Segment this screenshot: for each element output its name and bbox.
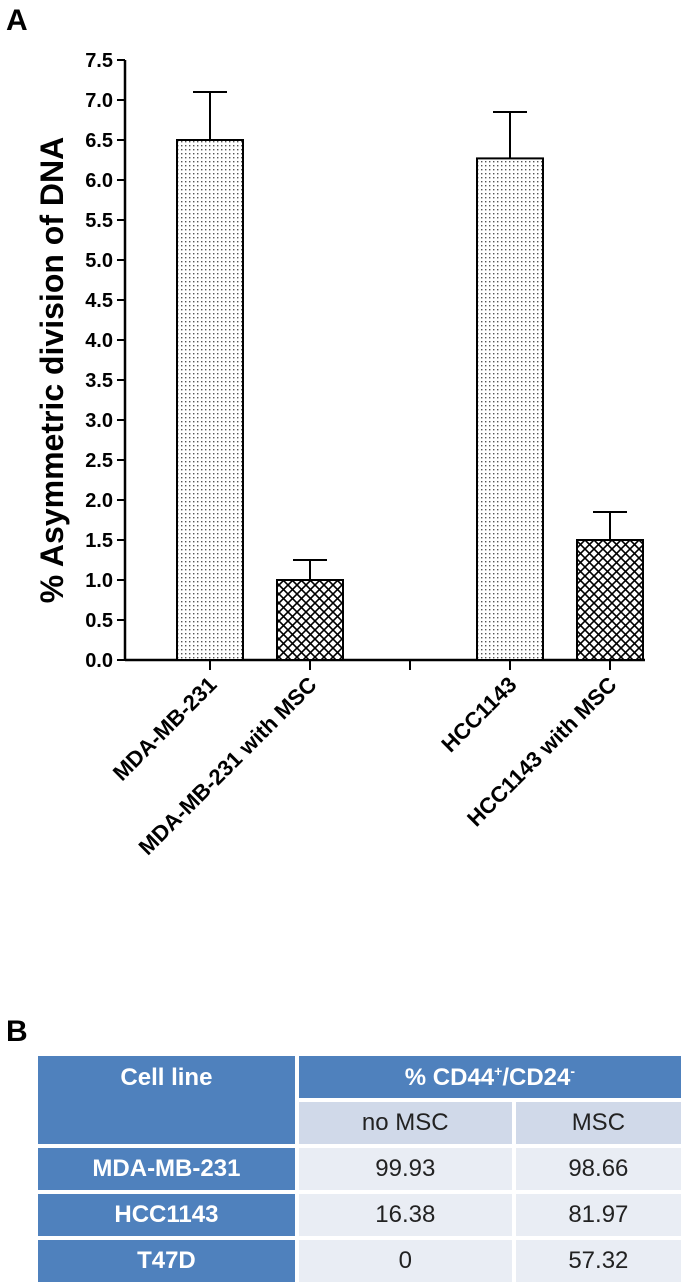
y-axis-label: % Asymmetric division of DNA bbox=[34, 137, 70, 603]
cell-no-msc: 0 bbox=[298, 1240, 512, 1282]
table-header-row: Cell line % CD44+/CD24- bbox=[38, 1056, 681, 1144]
row-name: MDA-MB-231 bbox=[38, 1148, 295, 1190]
x-tick-label: MDA-MB-231 bbox=[108, 672, 222, 786]
subheader-no-msc: no MSC bbox=[298, 1102, 512, 1144]
y-tick-label: 6.5 bbox=[85, 130, 113, 152]
table-row: T47D 0 57.32 bbox=[38, 1240, 681, 1282]
table-row: HCC1143 16.38 81.97 bbox=[38, 1194, 681, 1236]
cell-no-msc: 99.93 bbox=[298, 1148, 512, 1190]
bars bbox=[176, 139, 644, 661]
group-header-cd44: % CD44+/CD24- bbox=[298, 1056, 681, 1098]
panel-b-label: B bbox=[6, 1015, 28, 1048]
y-tick-label: 4.5 bbox=[85, 290, 113, 312]
bar-0 bbox=[176, 139, 244, 661]
y-tick-labels: 0.0 0.5 1.0 1.5 2.0 2.5 3.0 3.5 4.0 4.5 5.0 5.5 6.0 6… bbox=[85, 50, 113, 672]
y-tick-label: 2.0 bbox=[85, 490, 113, 512]
y-tick-label: 4.0 bbox=[85, 330, 113, 352]
x-tick-label: MDA-MB-231 with MSC bbox=[134, 672, 322, 860]
row-name: HCC1143 bbox=[38, 1194, 295, 1236]
y-tick-label: 3.0 bbox=[85, 410, 113, 432]
bar-2 bbox=[476, 157, 544, 661]
cell-msc: 81.97 bbox=[515, 1194, 681, 1236]
y-tick-label: 6.0 bbox=[85, 170, 113, 192]
cell-msc: 57.32 bbox=[515, 1240, 681, 1282]
bar-1 bbox=[276, 579, 344, 661]
table-row: MDA-MB-231 99.93 98.66 bbox=[38, 1148, 681, 1190]
row-name: T47D bbox=[38, 1240, 295, 1282]
y-tick-label: 5.0 bbox=[85, 250, 113, 272]
bar-chart: 0.0 0.5 1.0 1.5 2.0 2.5 3.0 3.5 4.0 4.5 5.0 5.5 6.0 6… bbox=[34, 50, 645, 860]
x-tick-label: HCC1143 bbox=[436, 672, 521, 757]
axes bbox=[117, 59, 645, 670]
col-header-cell-line: Cell line bbox=[38, 1056, 295, 1144]
panel-a-label: A bbox=[6, 4, 28, 37]
table-subheader-row: no MSC MSC bbox=[38, 1102, 681, 1144]
error-bars bbox=[193, 91, 627, 580]
cell-msc: 98.66 bbox=[515, 1148, 681, 1190]
bar-3 bbox=[576, 539, 644, 661]
cd44-table: Cell line % CD44+/CD24- no MSC MSC MDA-M… bbox=[34, 1052, 685, 1286]
y-tick-label: 0.0 bbox=[85, 650, 113, 672]
y-tick-label: 1.0 bbox=[85, 570, 113, 592]
subheader-msc: MSC bbox=[515, 1102, 681, 1144]
y-tick-label: 5.5 bbox=[85, 210, 113, 232]
y-tick-label: 1.5 bbox=[85, 530, 113, 552]
y-tick-label: 0.5 bbox=[85, 610, 113, 632]
y-tick-label: 7.0 bbox=[85, 90, 113, 112]
y-tick-label: 3.5 bbox=[85, 370, 113, 392]
cell-no-msc: 16.38 bbox=[298, 1194, 512, 1236]
y-tick-label: 2.5 bbox=[85, 450, 113, 472]
y-tick-label: 7.5 bbox=[85, 50, 113, 72]
